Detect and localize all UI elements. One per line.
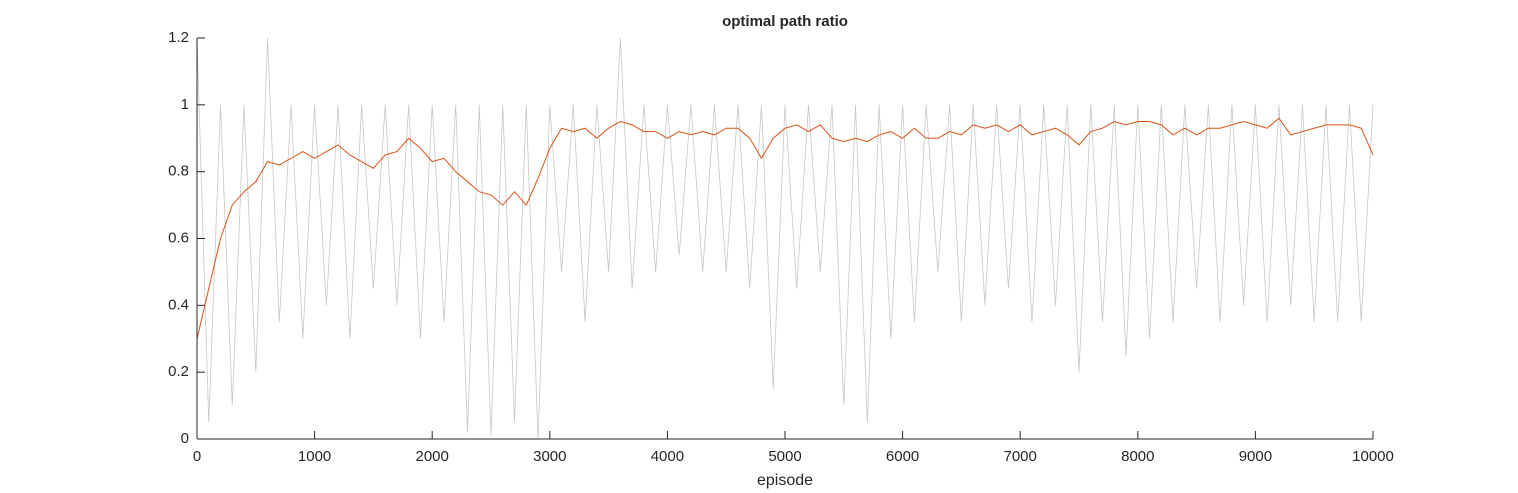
x-tick-label: 7000 [1004,448,1037,465]
x-tick-label: 6000 [886,448,919,465]
y-tick-label: 0.2 [168,363,189,380]
x-tick-label: 2000 [416,448,449,465]
x-tick-label: 4000 [651,448,684,465]
y-tick-label: 0.6 [168,229,189,246]
y-tick-label: 0.4 [168,296,189,313]
y-tick-label: 0 [181,430,189,447]
x-tick-label: 10000 [1352,448,1394,465]
x-tick-label: 1000 [298,448,331,465]
x-tick-label: 5000 [768,448,801,465]
x-tick-label: 3000 [533,448,566,465]
x-tick-label: 0 [193,448,201,465]
series-line [196,37,1374,440]
x-tick-label: 9000 [1239,448,1272,465]
series-line [196,117,1374,339]
chart-title: optimal path ratio [722,13,848,30]
y-tick-label: 0.8 [168,163,189,180]
y-tick-label: 1.2 [168,29,189,46]
x-axis-label: episode [757,472,813,489]
y-tick-label: 1 [181,96,189,113]
x-tick-label: 8000 [1121,448,1154,465]
